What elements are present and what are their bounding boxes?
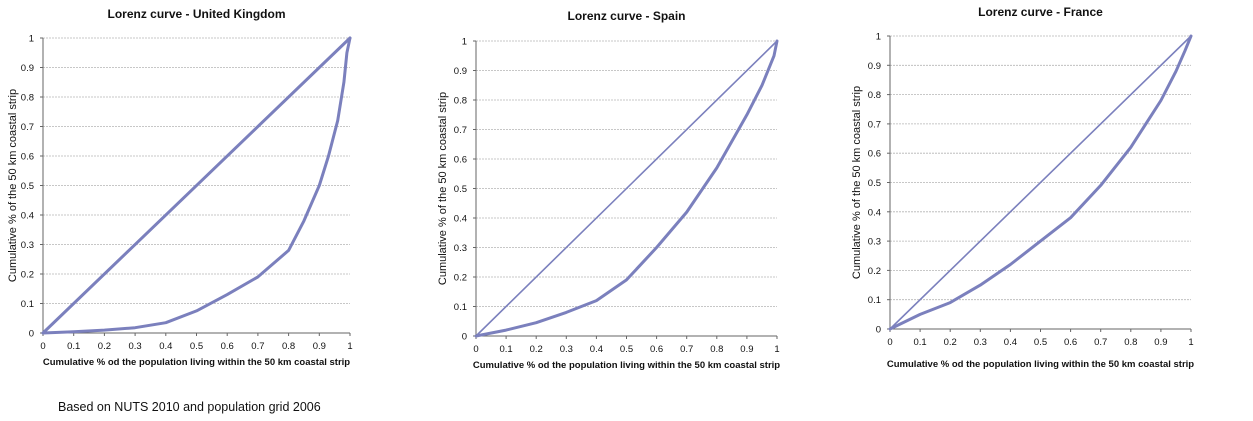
- chart-1-y-tick-label: 0.9: [454, 66, 467, 77]
- chart-2-x-axis-label: Cumulative % od the population living wi…: [887, 359, 1194, 370]
- chart-1-y-tick-label: 0: [462, 332, 467, 343]
- chart-1-x-tick-label: 1: [774, 344, 779, 355]
- chart-0-lorenz-line: [41, 36, 352, 335]
- chart-1-equality-line: [475, 40, 778, 337]
- chart-1-y-axis-label: Cumulative % of the 50 km coastal strip: [437, 92, 449, 285]
- chart-0-x-tick-label: 0.3: [128, 341, 141, 352]
- chart-0-x-tick-label: 0.4: [159, 341, 172, 352]
- chart-0-x-tick-label: 0: [40, 341, 45, 352]
- chart-1-x-axis-label: Cumulative % od the population living wi…: [473, 360, 780, 371]
- chart-0-y-tick-label: 0.1: [21, 299, 34, 310]
- chart-2-y-tick-label: 0.8: [868, 90, 881, 101]
- chart-1-title: Lorenz curve - Spain: [567, 9, 685, 23]
- chart-1-x-tick-label: 0.7: [680, 344, 693, 355]
- chart-2-y-tick-label: 1: [876, 32, 881, 43]
- chart-0-y-tick-label: 0: [29, 329, 34, 340]
- chart-1-y-tick-label: 0.1: [454, 302, 467, 313]
- chart-1-y-tick-label: 0.5: [454, 184, 467, 195]
- chart-2-y-tick-label: 0.7: [868, 119, 881, 130]
- chart-0-x-axis-label: Cumulative % od the population living wi…: [43, 357, 350, 368]
- chart-0-y-tick-label: 0.3: [21, 240, 34, 251]
- chart-2-lorenz-line: [888, 34, 1193, 331]
- chart-2-x-tick-label: 0.9: [1154, 337, 1167, 348]
- chart-0-x-tick-label: 1: [347, 341, 352, 352]
- chart-1-x-tick-label: 0: [473, 344, 478, 355]
- chart-2-y-tick-label: 0: [876, 325, 881, 336]
- chart-2-y-axis-label: Cumulative % of the 50 km coastal strip: [851, 86, 863, 279]
- chart-0-equality-line: [41, 36, 352, 335]
- chart-0-y-tick-label: 0.2: [21, 270, 34, 281]
- chart-0-x-tick-label: 0.5: [190, 341, 203, 352]
- chart-2-y-tick-label: 0.5: [868, 178, 881, 189]
- chart-0-x-tick-label: 0.8: [282, 341, 295, 352]
- chart-1-lorenz-line: [474, 39, 779, 338]
- chart-2-x-tick-label: 0.4: [1004, 337, 1017, 348]
- chart-1-x-tick-label: 0.8: [710, 344, 723, 355]
- chart-0-x-tick-label: 0.2: [98, 341, 111, 352]
- chart-0-y-tick-label: 0.4: [21, 211, 34, 222]
- chart-2-x-tick-label: 0.6: [1064, 337, 1077, 348]
- chart-1-x-tick-label: 0.3: [560, 344, 573, 355]
- chart-1-x-tick-label: 0.9: [740, 344, 753, 355]
- chart-1-y-tick-label: 0.3: [454, 243, 467, 254]
- chart-1-x-tick-label: 0.1: [499, 344, 512, 355]
- chart-0-y-tick-label: 0.8: [21, 93, 34, 104]
- chart-2-equality-line: [889, 35, 1192, 330]
- chart-2-y-tick-label: 0.4: [868, 207, 881, 218]
- chart-0-y-axis-label: Cumulative % of the 50 km coastal strip: [7, 89, 19, 282]
- chart-0-x-tick-label: 0.6: [221, 341, 234, 352]
- chart-1-y-tick-label: 0.4: [454, 214, 467, 225]
- chart-1-x-tick-label: 0.4: [590, 344, 603, 355]
- chart-2-y-tick-label: 0.2: [868, 266, 881, 277]
- chart-1-y-tick-label: 0.8: [454, 96, 467, 107]
- chart-2-x-tick-label: 0.5: [1034, 337, 1047, 348]
- chart-2-x-tick-label: 0.7: [1094, 337, 1107, 348]
- chart-0-x-tick-label: 0.1: [67, 341, 80, 352]
- chart-2-x-tick-label: 0.2: [944, 337, 957, 348]
- chart-0-title: Lorenz curve - United Kingdom: [107, 7, 285, 21]
- chart-2-y-tick-label: 0.6: [868, 149, 881, 160]
- chart-2-y-tick-label: 0.9: [868, 61, 881, 72]
- chart-2-x-tick-label: 0.3: [974, 337, 987, 348]
- footnote: Based on NUTS 2010 and population grid 2…: [58, 400, 321, 414]
- chart-0-y-tick-label: 0.6: [21, 152, 34, 163]
- chart-0-y-tick-label: 0.7: [21, 122, 34, 133]
- chart-0-y-tick-label: 1: [29, 34, 34, 45]
- chart-1-y-tick-label: 1: [462, 37, 467, 48]
- chart-2-y-tick-label: 0.1: [868, 295, 881, 306]
- chart-2-x-tick-label: 0: [887, 337, 892, 348]
- chart-2-x-tick-label: 0.1: [913, 337, 926, 348]
- chart-0-x-tick-label: 0.9: [313, 341, 326, 352]
- chart-0-x-tick-label: 0.7: [251, 341, 264, 352]
- chart-2-x-tick-label: 1: [1188, 337, 1193, 348]
- chart-1-y-tick-label: 0.6: [454, 155, 467, 166]
- chart-1-y-tick-label: 0.7: [454, 125, 467, 136]
- chart-2-y-tick-label: 0.3: [868, 237, 881, 248]
- chart-2-x-tick-label: 0.8: [1124, 337, 1137, 348]
- chart-1-x-tick-label: 0.2: [530, 344, 543, 355]
- chart-2-title: Lorenz curve - France: [978, 5, 1103, 19]
- chart-0-y-tick-label: 0.9: [21, 63, 34, 74]
- chart-1-y-tick-label: 0.2: [454, 273, 467, 284]
- chart-1-x-tick-label: 0.5: [620, 344, 633, 355]
- chart-1-x-tick-label: 0.6: [650, 344, 663, 355]
- chart-0-y-tick-label: 0.5: [21, 181, 34, 192]
